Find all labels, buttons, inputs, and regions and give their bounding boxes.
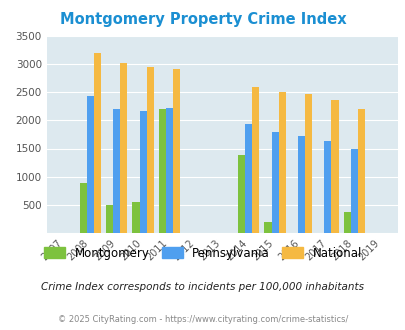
Text: © 2025 CityRating.com - https://www.cityrating.com/crime-statistics/: © 2025 CityRating.com - https://www.city… <box>58 315 347 324</box>
Text: Montgomery Property Crime Index: Montgomery Property Crime Index <box>60 12 345 26</box>
Bar <box>245 124 252 233</box>
Bar <box>343 213 350 233</box>
Bar <box>113 109 120 233</box>
Bar <box>264 222 271 233</box>
Bar <box>106 205 113 233</box>
Bar <box>166 108 173 233</box>
Bar <box>357 109 364 233</box>
Bar <box>120 63 127 233</box>
Bar <box>278 92 285 233</box>
Bar <box>304 94 311 233</box>
Bar <box>324 141 330 233</box>
Bar <box>252 87 259 233</box>
Bar <box>139 111 146 233</box>
Bar <box>94 53 101 233</box>
Bar <box>330 100 338 233</box>
Bar <box>132 202 139 233</box>
Bar <box>350 149 357 233</box>
Bar <box>173 69 180 233</box>
Bar <box>297 136 304 233</box>
Bar <box>237 155 245 233</box>
Bar <box>271 132 278 233</box>
Text: Crime Index corresponds to incidents per 100,000 inhabitants: Crime Index corresponds to incidents per… <box>41 282 364 292</box>
Bar <box>87 96 94 233</box>
Bar <box>79 183 87 233</box>
Legend: Montgomery, Pennsylvania, National: Montgomery, Pennsylvania, National <box>44 247 361 260</box>
Bar <box>158 109 166 233</box>
Bar <box>146 67 153 233</box>
